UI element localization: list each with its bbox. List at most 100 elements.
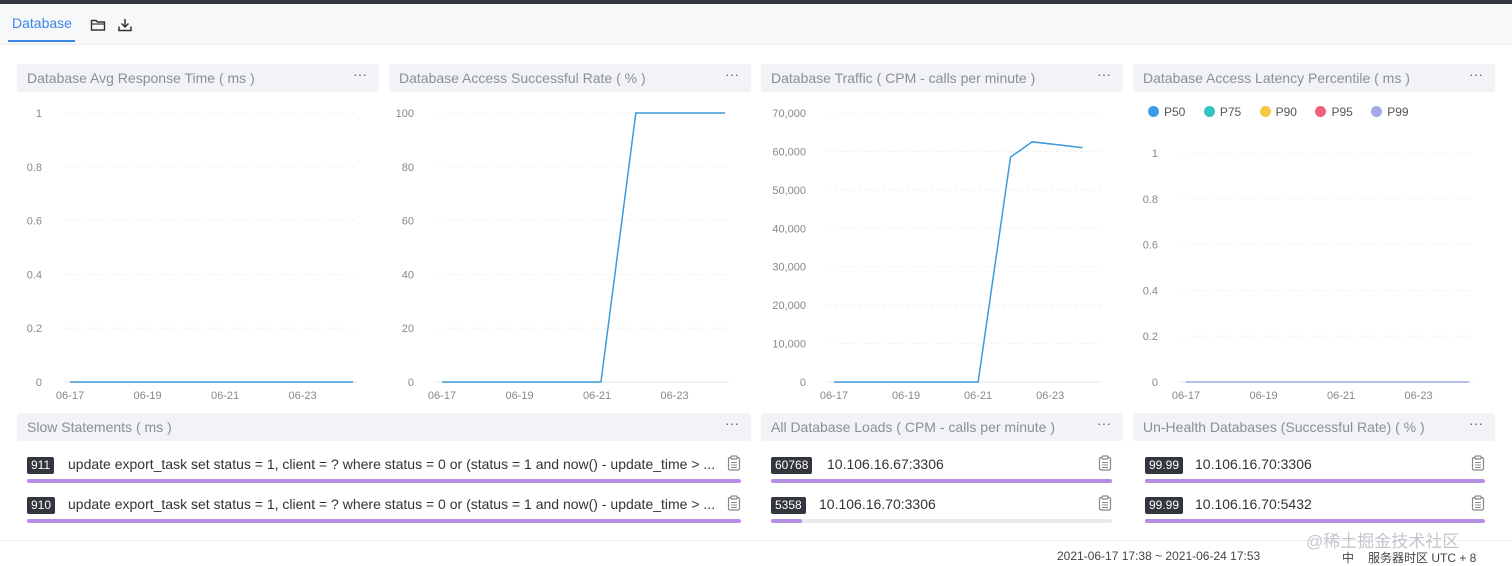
- value-badge: 911: [27, 457, 55, 474]
- y-tick-label: 100: [396, 108, 414, 120]
- y-tick-label: 0.2: [27, 323, 42, 335]
- y-tick-label: 0.2: [1143, 331, 1158, 343]
- traffic-chart: 0 10,000 20,000 30,000 40,000 50,000 60,000 70,…: [772, 108, 1101, 402]
- success-rate-chart: 0 20 40 60 80 100 06-17 06-19 06-21 06-23: [396, 108, 729, 402]
- copy-icon[interactable]: [727, 495, 741, 511]
- more-options-icon[interactable]: ···: [1097, 66, 1111, 82]
- x-tick-label: 06-17: [56, 390, 84, 402]
- status-bar: 2021-06-17 17:38 ~ 2021-06-24 17:53 中 服务…: [0, 540, 1512, 566]
- progress-fill: [27, 479, 741, 483]
- panel-title: Database Traffic ( CPM - calls per minut…: [771, 70, 1036, 86]
- progress-track: [1145, 479, 1485, 483]
- x-tick-label: 06-21: [964, 390, 992, 402]
- y-tick-label: 0.8: [27, 162, 42, 174]
- legend-item-p50[interactable]: P50: [1148, 105, 1185, 119]
- value-badge: 910: [27, 497, 56, 514]
- download-icon[interactable]: [117, 17, 133, 33]
- list-item[interactable]: 99.99 10.106.16.70:3306: [1145, 455, 1485, 495]
- legend-item-p75[interactable]: P75: [1203, 105, 1241, 119]
- y-tick-label: 0.4: [1143, 285, 1158, 297]
- panel-title: Database Access Latency Percentile ( ms …: [1143, 70, 1410, 86]
- database-address: 10.106.16.70:3306: [1195, 456, 1312, 472]
- y-tick-label: 0: [1152, 377, 1158, 389]
- list-item[interactable]: 911 update export_task set status = 1, c…: [27, 455, 741, 495]
- more-options-icon[interactable]: ···: [1469, 66, 1483, 82]
- active-tab-indicator: [8, 40, 75, 42]
- chart-legend: P50 P75 P90 P95 P99: [1148, 103, 1423, 119]
- copy-icon[interactable]: [1471, 495, 1485, 511]
- tab-database[interactable]: Database: [12, 15, 72, 31]
- y-tick-label: 20: [402, 323, 414, 335]
- y-tick-label: 60,000: [772, 146, 806, 158]
- list-item[interactable]: 910 update export_task set status = 1, c…: [27, 495, 741, 535]
- panel-title: Database Avg Response Time ( ms ): [27, 70, 255, 86]
- y-tick-label: 40: [402, 269, 414, 281]
- y-tick-label: 0.8: [1143, 194, 1158, 206]
- panel-title: All Database Loads ( CPM - calls per min…: [771, 419, 1055, 435]
- timezone-label: 服务器时区 UTC + 8: [1368, 551, 1477, 565]
- value-badge: 99.99: [1145, 497, 1184, 514]
- series-line: [834, 141, 1083, 383]
- x-tick-label: 06-23: [1036, 390, 1064, 402]
- panel-header-slow-statements: Slow Statements ( ms ) ···: [17, 413, 751, 441]
- watermark: @稀土掘金技术社区: [1306, 532, 1460, 551]
- more-options-icon[interactable]: ···: [725, 415, 739, 431]
- progress-track: [27, 519, 741, 523]
- y-tick-label: 0.6: [1143, 240, 1158, 252]
- panel-header-latency-percentile: Database Access Latency Percentile ( ms …: [1133, 64, 1495, 92]
- time-range[interactable]: 2021-06-17 17:38 ~ 2021-06-24 17:53: [1057, 549, 1261, 563]
- more-options-icon[interactable]: ···: [1469, 415, 1483, 431]
- list-item[interactable]: 60768 10.106.16.67:3306: [771, 455, 1112, 495]
- value-badge: 60768: [771, 457, 813, 474]
- y-tick-label: 0: [408, 377, 414, 389]
- x-tick-label: 06-17: [820, 390, 848, 402]
- y-tick-label: 60: [402, 216, 414, 228]
- more-options-icon[interactable]: ···: [1097, 415, 1111, 431]
- y-tick-label: 10,000: [772, 339, 806, 351]
- language-toggle[interactable]: 中: [1342, 551, 1355, 565]
- statement-text: update export_task set status = 1, clien…: [68, 456, 716, 472]
- copy-icon[interactable]: [1471, 455, 1485, 471]
- panel-header-success-rate: Database Access Successful Rate ( % ) ··…: [389, 64, 751, 92]
- copy-icon[interactable]: [1098, 455, 1112, 471]
- database-address: 10.106.16.70:5432: [1195, 496, 1312, 512]
- copy-icon[interactable]: [1098, 495, 1112, 511]
- legend-item-p95[interactable]: P95: [1315, 105, 1353, 119]
- y-tick-label: 1: [1152, 148, 1158, 160]
- x-tick-label: 06-19: [133, 390, 161, 402]
- tab-bar: Database: [0, 4, 1512, 45]
- latency-percentile-chart: 0 0.2 0.4 0.6 0.8 1 06-17 06-19 06-21 06-23: [1143, 148, 1473, 402]
- x-tick-label: 06-23: [289, 390, 317, 402]
- progress-track: [771, 519, 1112, 523]
- x-tick-label: 06-21: [1327, 390, 1355, 402]
- x-tick-label: 06-21: [211, 390, 239, 402]
- legend-item-p99[interactable]: P99: [1371, 105, 1409, 119]
- y-tick-label: 0: [36, 377, 42, 389]
- list-item[interactable]: 99.99 10.106.16.70:5432: [1145, 495, 1485, 535]
- panel-header-avg-response: Database Avg Response Time ( ms ) ···: [17, 64, 379, 92]
- x-tick-label: 06-23: [1405, 390, 1433, 402]
- progress-fill: [27, 519, 741, 523]
- more-options-icon[interactable]: ···: [353, 66, 367, 82]
- y-tick-label: 0.4: [27, 269, 42, 281]
- legend-item-p90[interactable]: P90: [1259, 105, 1297, 119]
- progress-fill: [1145, 479, 1485, 483]
- panel-header-unhealth-dbs: Un-Health Databases (Successful Rate) ( …: [1133, 413, 1495, 441]
- y-tick-label: 80: [402, 162, 414, 174]
- panel-header-traffic: Database Traffic ( CPM - calls per minut…: [761, 64, 1123, 92]
- statement-text: update export_task set status = 1, clien…: [68, 496, 716, 512]
- list-item[interactable]: 5358 10.106.16.70:3306: [771, 495, 1112, 535]
- more-options-icon[interactable]: ···: [725, 66, 739, 82]
- x-tick-label: 06-17: [428, 390, 456, 402]
- progress-track: [1145, 519, 1485, 523]
- x-tick-label: 06-21: [583, 390, 611, 402]
- folder-icon[interactable]: [90, 17, 106, 33]
- copy-icon[interactable]: [727, 455, 741, 471]
- top-border: [0, 0, 1512, 4]
- database-address: 10.106.16.67:3306: [827, 456, 944, 472]
- y-tick-label: 0.6: [27, 216, 42, 228]
- panel-header-db-loads: All Database Loads ( CPM - calls per min…: [761, 413, 1123, 441]
- progress-fill: [771, 479, 1112, 483]
- panel-title: Database Access Successful Rate ( % ): [399, 70, 646, 86]
- panel-title: Slow Statements ( ms ): [27, 419, 172, 435]
